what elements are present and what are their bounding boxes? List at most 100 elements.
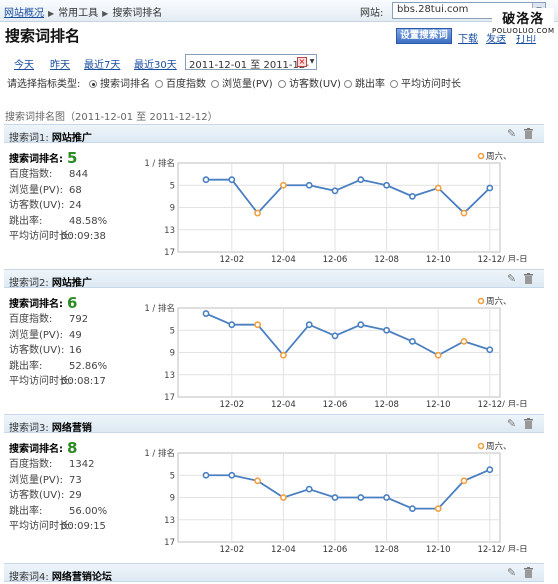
radio-icon[interactable] xyxy=(155,80,163,88)
card-title: 搜索词3: 网络营销 xyxy=(9,419,92,434)
y-tick-label: 13 xyxy=(164,371,175,381)
stat-value: 792 xyxy=(69,314,89,325)
stat-row: 平均访问时长: 00:09:15 xyxy=(9,519,134,535)
y-tick-label: 1 / 排名 xyxy=(144,303,175,314)
data-point xyxy=(460,477,468,485)
section-title: 搜索词排名图（2011-12-01 至 2011-12-12） xyxy=(5,112,218,123)
edit-icon[interactable]: ✎ xyxy=(507,417,517,430)
stat-row: 跳出率: 52.86% xyxy=(9,359,134,375)
data-point xyxy=(305,485,313,493)
trash-icon[interactable] xyxy=(524,567,533,578)
keyword-card-2: 搜索词2: 网站推广 ✎ 搜索词排名: 6 百度指数: 792 浏览量(PV): 49… xyxy=(4,269,544,407)
x-tick-label: 12-12 xyxy=(477,255,502,262)
data-point xyxy=(383,181,390,189)
trash-icon[interactable] xyxy=(524,418,533,429)
metric-option-avg-duration[interactable]: 平均访问时长 xyxy=(390,75,461,90)
x-tick-label: 12-08 xyxy=(374,255,399,262)
trash-icon[interactable] xyxy=(524,128,533,139)
calendar-icon[interactable]: × xyxy=(297,57,307,67)
date-range-input[interactable]: 2011-12-01 至 2011-12- × ▼ xyxy=(185,54,317,71)
x-tick-label: 12-06 xyxy=(323,255,348,262)
stat-label: 百度指数: xyxy=(9,169,53,180)
trash-icon[interactable] xyxy=(524,273,533,284)
keyword-card-4: 搜索词4: 网络营销论坛 ✎ xyxy=(4,563,544,584)
x-tick-label: 12-08 xyxy=(374,545,399,552)
download-link[interactable]: 下载 xyxy=(458,34,478,45)
chevron-down-icon[interactable]: ▼ xyxy=(309,58,315,65)
stat-row: 访客数(UV): 24 xyxy=(9,198,134,214)
rank-value: 6 xyxy=(67,294,78,312)
stat-row: 平均访问时长: 00:08:17 xyxy=(9,374,134,390)
stat-value: 52.86% xyxy=(69,360,108,372)
edit-icon[interactable]: ✎ xyxy=(507,127,517,140)
rank-label: 搜索词排名: xyxy=(9,444,63,455)
card-header: 搜索词3: 网络营销 ✎ xyxy=(4,414,544,434)
site-label: 网站: xyxy=(360,8,384,19)
y-tick-label: 9 xyxy=(170,349,175,359)
card-title: 搜索词2: 网站推广 xyxy=(9,274,92,289)
send-link[interactable]: 发送 xyxy=(486,34,506,45)
metric-option-baidu-index[interactable]: 百度指数 xyxy=(155,75,206,90)
x-tick-label: 12-10 xyxy=(426,545,451,552)
data-point xyxy=(357,321,365,329)
x-axis-unit: / 月-日 xyxy=(502,255,528,262)
print-link[interactable]: 打印 xyxy=(516,34,536,45)
data-point xyxy=(331,332,339,340)
site-select-value: bbs.28tui.com xyxy=(397,4,469,15)
data-point xyxy=(305,181,313,189)
x-axis-unit: / 月-日 xyxy=(502,400,528,407)
stat-row: 百度指数: 792 xyxy=(9,312,134,328)
metric-option-rank[interactable]: 搜索词排名 xyxy=(89,75,150,90)
legend-marker xyxy=(477,442,485,450)
breadcrumb-tools[interactable]: 常用工具 xyxy=(58,8,99,19)
stat-label: 百度指数: xyxy=(9,314,53,325)
card-title: 搜索词1: 网站推广 xyxy=(9,129,92,144)
radio-icon[interactable] xyxy=(211,80,219,88)
rank-label: 搜索词排名: xyxy=(9,154,63,165)
edit-icon[interactable]: ✎ xyxy=(507,272,517,285)
rank-chart-3: 1 / 排名 5 9 13 17 12-02 12-04 12-06 12-08 12-10 12-… xyxy=(144,441,527,552)
range-today-link[interactable]: 今天 xyxy=(14,60,34,71)
rank-value: 8 xyxy=(67,439,78,457)
data-point xyxy=(305,321,313,329)
set-keywords-button[interactable]: 设置搜索词 xyxy=(396,28,452,44)
stat-value: 844 xyxy=(69,169,89,180)
card-keyword: 网络营销 xyxy=(51,423,92,434)
data-point xyxy=(279,181,287,189)
radio-checked-icon[interactable] xyxy=(89,80,97,88)
data-point xyxy=(460,337,468,345)
x-tick-label: 12-02 xyxy=(219,255,244,262)
card-keyword: 网站推广 xyxy=(51,278,92,289)
range-last7-link[interactable]: 最近7天 xyxy=(84,60,121,71)
stat-value: 73 xyxy=(69,474,82,486)
stat-row: 跳出率: 48.58% xyxy=(9,214,134,230)
metric-option-pv[interactable]: 浏览量(PV) xyxy=(211,75,273,90)
breadcrumb-site-overview[interactable]: 网站概况 xyxy=(4,8,44,19)
edit-icon[interactable]: ✎ xyxy=(507,566,517,579)
metric-option-uv[interactable]: 访客数(UV) xyxy=(278,75,341,90)
keyword-card-3: 搜索词3: 网络营销 ✎ 搜索词排名: 8 百度指数: 1342 浏览量(PV): 7… xyxy=(4,414,544,552)
card-header: 搜索词2: 网站推广 ✎ xyxy=(4,269,544,289)
data-point xyxy=(228,176,236,184)
radio-icon[interactable] xyxy=(278,80,286,88)
data-point xyxy=(357,176,365,184)
radio-icon[interactable] xyxy=(344,80,352,88)
stat-value: 00:09:15 xyxy=(61,521,106,532)
stat-label: 平均访问时长: xyxy=(9,231,73,242)
stat-row: 浏览量(PV): 73 xyxy=(9,473,134,489)
x-tick-label: 12-06 xyxy=(323,545,348,552)
data-point xyxy=(434,351,442,359)
data-point xyxy=(228,321,236,329)
range-yesterday-link[interactable]: 昨天 xyxy=(50,60,70,71)
card-title: 搜索词4: 网络营销论坛 xyxy=(9,568,112,583)
data-point xyxy=(202,176,210,184)
data-point xyxy=(486,184,494,192)
radio-icon[interactable] xyxy=(390,80,398,88)
range-last30-link[interactable]: 最近30天 xyxy=(134,60,177,71)
breadcrumb-current: 搜索词排名 xyxy=(112,8,163,19)
stat-row: 浏览量(PV): 49 xyxy=(9,328,134,344)
y-tick-label: 5 xyxy=(170,181,175,191)
stat-row: 百度指数: 1342 xyxy=(9,457,134,473)
stat-value: 00:08:17 xyxy=(61,376,106,387)
metric-option-bounce[interactable]: 跳出率 xyxy=(344,75,385,90)
